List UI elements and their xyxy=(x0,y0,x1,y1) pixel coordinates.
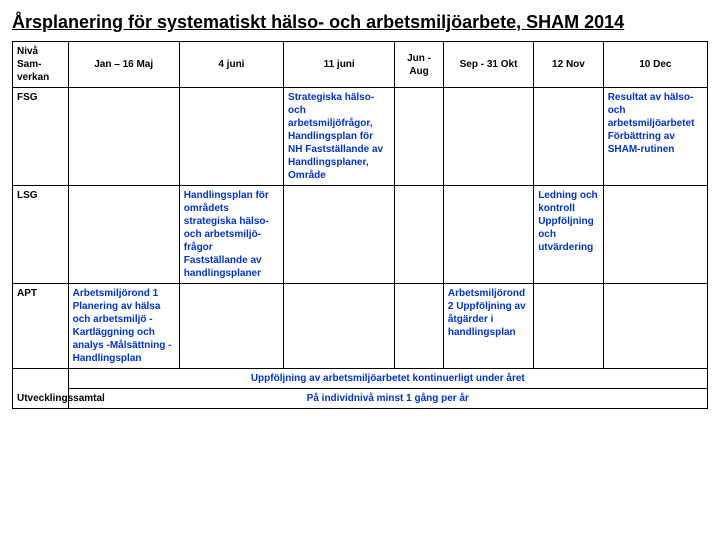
apt-c2 xyxy=(179,284,283,369)
header-jan: Jan – 16 Maj xyxy=(68,42,179,88)
fsg-c3: Strategiska hälso- och arbetsmiljöfrågor… xyxy=(284,88,395,186)
fsg-c1 xyxy=(68,88,179,186)
apt-c7 xyxy=(603,284,707,369)
apt-c1: Arbetsmiljörond 1 Planering av hälsa och… xyxy=(68,284,179,369)
header-sepokt: Sep - 31 Okt xyxy=(443,42,533,88)
header-row: Nivå Sam-verkan Jan – 16 Maj 4 juni 11 j… xyxy=(13,42,708,88)
lsg-c1 xyxy=(68,186,179,284)
footer-text1: Uppföljning av arbetsmiljöarbetet kontin… xyxy=(68,369,707,389)
header-niva: Nivå Sam-verkan xyxy=(13,42,69,88)
lsg-label: LSG xyxy=(13,186,69,284)
fsg-c2 xyxy=(179,88,283,186)
header-4juni: 4 juni xyxy=(179,42,283,88)
apt-c6 xyxy=(534,284,604,369)
fsg-c7: Resultat av hälso- och arbetsmiljöarbete… xyxy=(603,88,707,186)
row-fsg: FSG Strategiska hälso- och arbetsmiljöfr… xyxy=(13,88,708,186)
footer-text2: På individnivå minst 1 gång per år xyxy=(68,389,707,409)
row-followup: Utvecklingssamtal Uppföljning av arbetsm… xyxy=(13,369,708,389)
footer-label: Utvecklingssamtal xyxy=(13,369,69,409)
header-11juni: 11 juni xyxy=(284,42,395,88)
fsg-c6 xyxy=(534,88,604,186)
lsg-c6: Ledning och kontroll Uppföljning och utv… xyxy=(534,186,604,284)
lsg-c2: Handlingsplan för områdets strategiska h… xyxy=(179,186,283,284)
apt-c5: Arbetsmiljörond 2 Uppföljning av åtgärde… xyxy=(443,284,533,369)
header-10dec: 10 Dec xyxy=(603,42,707,88)
fsg-c5 xyxy=(443,88,533,186)
apt-c4 xyxy=(395,284,444,369)
lsg-c4 xyxy=(395,186,444,284)
row-lsg: LSG Handlingsplan för områdets strategis… xyxy=(13,186,708,284)
row-apt: APT Arbetsmiljörond 1 Planering av hälsa… xyxy=(13,284,708,369)
lsg-c3 xyxy=(284,186,395,284)
fsg-label: FSG xyxy=(13,88,69,186)
row-individ: På individnivå minst 1 gång per år xyxy=(13,389,708,409)
header-junaug: Jun - Aug xyxy=(395,42,444,88)
lsg-c7 xyxy=(603,186,707,284)
header-12nov: 12 Nov xyxy=(534,42,604,88)
apt-c3 xyxy=(284,284,395,369)
fsg-c4 xyxy=(395,88,444,186)
planning-table: Nivå Sam-verkan Jan – 16 Maj 4 juni 11 j… xyxy=(12,41,708,409)
page-title: Årsplanering för systematiskt hälso- och… xyxy=(12,12,708,33)
apt-label: APT xyxy=(13,284,69,369)
lsg-c5 xyxy=(443,186,533,284)
